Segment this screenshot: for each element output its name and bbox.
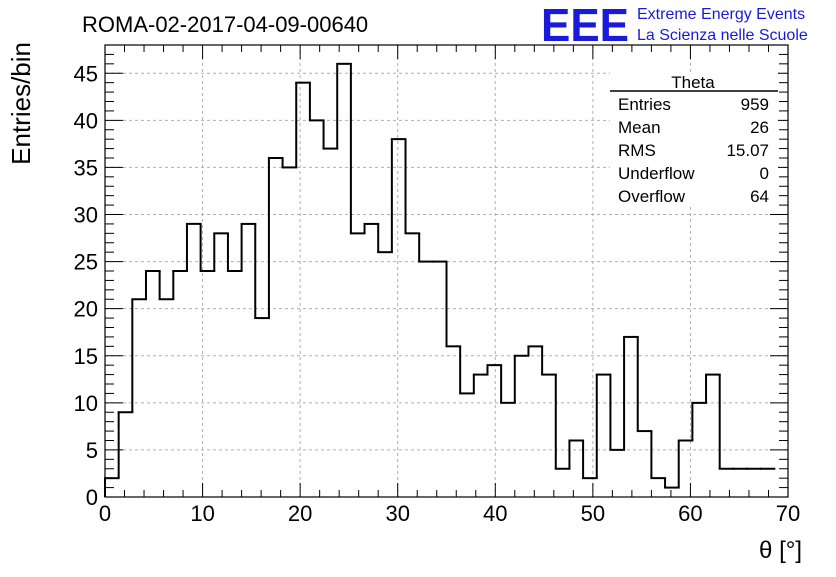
eee-logo-line1: Extreme Energy Events: [637, 6, 805, 23]
y-tick-label: 35: [74, 155, 98, 180]
stats-label-underflow: Underflow: [618, 164, 695, 183]
y-tick-label: 0: [86, 485, 98, 510]
stats-value-mean: 26: [750, 118, 769, 137]
chart-title: ROMA-02-2017-04-09-00640: [82, 12, 368, 37]
stats-value-overflow: 64: [750, 187, 769, 206]
eee-logo-line2: La Scienza nelle Scuole: [637, 27, 808, 44]
eee-logo: EEE Extreme Energy Events La Scienza nel…: [541, 0, 808, 51]
stats-label-mean: Mean: [618, 118, 661, 137]
y-tick-label: 5: [86, 438, 98, 463]
y-tick-label: 10: [74, 391, 98, 416]
y-tick-label: 15: [74, 344, 98, 369]
x-tick-label: 40: [483, 501, 507, 526]
eee-logo-mark: EEE: [541, 0, 629, 51]
stats-box: Theta Entries 959 Mean 26 RMS 15.07 Unde…: [610, 72, 778, 207]
y-tick-label: 20: [74, 297, 98, 322]
y-tick-label: 40: [74, 108, 98, 133]
x-tick-label: 50: [581, 501, 605, 526]
x-tick-labels: 0 10 20 30 40 50 60 70: [99, 501, 800, 526]
stats-label-overflow: Overflow: [618, 187, 686, 206]
stats-label-entries: Entries: [618, 95, 671, 114]
y-tick-label: 45: [74, 61, 98, 86]
y-tick-labels: 0 5 10 15 20 25 30 35 40 45: [74, 61, 98, 510]
stats-value-underflow: 0: [760, 164, 769, 183]
stats-box-background: [610, 72, 778, 207]
x-tick-label: 0: [99, 501, 111, 526]
stats-value-rms: 15.07: [726, 141, 769, 160]
stats-label-rms: RMS: [618, 141, 656, 160]
y-tick-label: 30: [74, 203, 98, 228]
y-axis-label: Entries/bin: [6, 42, 36, 165]
x-tick-label: 20: [288, 501, 312, 526]
x-tick-label: 60: [678, 501, 702, 526]
stats-value-entries: 959: [741, 95, 769, 114]
x-axis-label: θ [°]: [759, 537, 802, 564]
x-tick-label: 70: [776, 501, 800, 526]
y-tick-label: 25: [74, 250, 98, 275]
axis-ticks: [104, 44, 789, 498]
histogram-series: [104, 62, 776, 497]
stats-box-title: Theta: [671, 73, 715, 92]
x-tick-label: 30: [385, 501, 409, 526]
x-tick-label: 10: [190, 501, 214, 526]
